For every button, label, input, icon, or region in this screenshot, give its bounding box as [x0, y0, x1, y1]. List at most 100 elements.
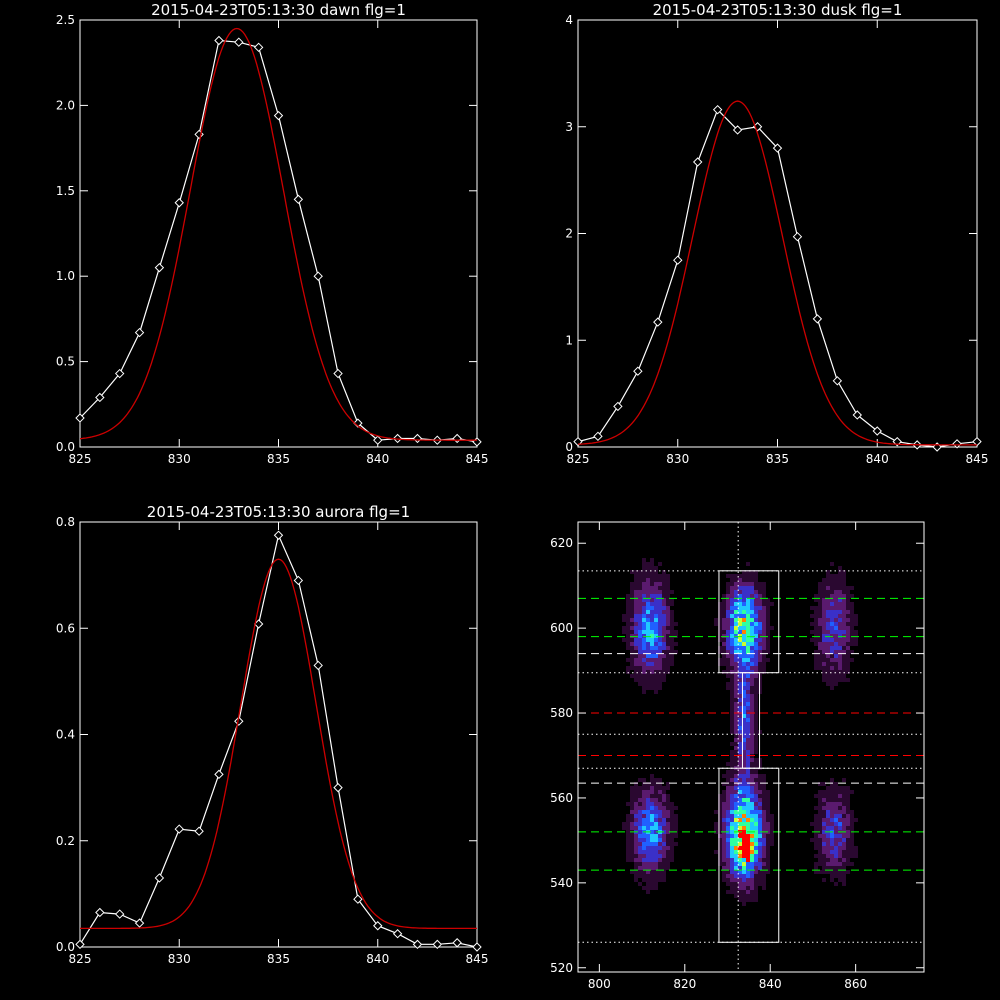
heatmap-cell [746, 626, 750, 630]
heatmap-cell [726, 874, 730, 878]
heatmap-cell [830, 802, 834, 806]
heatmap-cell [738, 850, 742, 854]
fit-curve [80, 558, 477, 930]
heatmap-cell [750, 774, 754, 778]
heatmap-cell [746, 602, 750, 606]
heatmap-cell [730, 742, 734, 746]
heatmap-cell [834, 874, 838, 878]
heatmap-cell [758, 798, 762, 802]
heatmap-cell [734, 678, 738, 682]
heatmap-cell [850, 638, 854, 642]
heatmap-cell [770, 834, 774, 838]
heatmap-cell [662, 846, 666, 850]
heatmap-cell [734, 710, 738, 714]
heatmap-cell [742, 674, 746, 678]
heatmap-cell [746, 750, 750, 754]
heatmap-cell [634, 654, 638, 658]
heatmap-cell [762, 662, 766, 666]
heatmap-cell [842, 834, 846, 838]
heatmap-cell [650, 862, 654, 866]
heatmap-cell [638, 822, 642, 826]
heatmap-cell [766, 602, 770, 606]
heatmap-cell [626, 838, 630, 842]
heatmap-cell [846, 790, 850, 794]
heatmap-cell [730, 638, 734, 642]
heatmap-cell [722, 794, 726, 798]
heatmap-cell [826, 574, 830, 578]
heatmap-cell [642, 634, 646, 638]
heatmap-cell [634, 806, 638, 810]
heatmap-cell [834, 846, 838, 850]
heatmap-cell [822, 870, 826, 874]
heatmap-cell [754, 658, 758, 662]
heatmap-cell [722, 606, 726, 610]
heatmap-cell [838, 574, 842, 578]
heatmap-cell [734, 774, 738, 778]
heatmap-cell [662, 854, 666, 858]
heatmap-cell [726, 790, 730, 794]
heatmap-cell [826, 810, 830, 814]
heatmap-cell [742, 718, 746, 722]
heatmap-cell [726, 862, 730, 866]
heatmap-cell [754, 838, 758, 842]
heatmap-cell [750, 718, 754, 722]
heatmap-cell [734, 854, 738, 858]
heatmap-cell [738, 814, 742, 818]
heatmap-cell [726, 762, 730, 766]
heatmap-cell [730, 770, 734, 774]
heatmap-cell [658, 598, 662, 602]
heatmap-cell [738, 606, 742, 610]
heatmap-cell [650, 782, 654, 786]
heatmap-cell [762, 818, 766, 822]
heatmap-cell [658, 618, 662, 622]
heatmap-cell [758, 862, 762, 866]
heatmap-cell [818, 870, 822, 874]
heatmap-cell [638, 674, 642, 678]
heatmap-cell [738, 786, 742, 790]
heatmap-cell [842, 630, 846, 634]
heatmap-cell [762, 866, 766, 870]
heatmap-cell [762, 794, 766, 798]
heatmap-cell [746, 562, 750, 566]
heatmap-cell [762, 842, 766, 846]
heatmap-cell [738, 674, 742, 678]
heatmap-cell [834, 638, 838, 642]
heatmap-cell [850, 614, 854, 618]
heatmap-cell [838, 610, 842, 614]
heatmap-cell [654, 782, 658, 786]
heatmap-cell [834, 606, 838, 610]
heatmap-cell [762, 586, 766, 590]
heatmap-cell [642, 678, 646, 682]
heatmap-cell [754, 618, 758, 622]
heatmap-cell [754, 590, 758, 594]
heatmap-cell [738, 870, 742, 874]
heatmap-cell [830, 838, 834, 842]
heatmap-cell [650, 798, 654, 802]
heatmap-cell [650, 650, 654, 654]
heatmap-cell [814, 854, 818, 858]
heatmap-cell [826, 870, 830, 874]
heatmap-cell [746, 698, 750, 702]
heatmap-cell [734, 626, 738, 630]
heatmap-cell [722, 790, 726, 794]
heatmap-cell [630, 834, 634, 838]
x-tick-label: 845 [966, 452, 989, 466]
data-point [593, 431, 603, 442]
heatmap-cell [646, 578, 650, 582]
heatmap-cell [766, 870, 770, 874]
heatmap-cell [734, 834, 738, 838]
heatmap-cell [650, 622, 654, 626]
heatmap-cell [738, 878, 742, 882]
heatmap-cell [754, 574, 758, 578]
heatmap-cell [826, 654, 830, 658]
heatmap-cell [734, 814, 738, 818]
heatmap-cell [746, 622, 750, 626]
heatmap-cell [642, 838, 646, 842]
heatmap-cell [734, 850, 738, 854]
heatmap-cell [642, 854, 646, 858]
heatmap-cell [642, 658, 646, 662]
heatmap-cell [734, 638, 738, 642]
heatmap-cell [754, 682, 758, 686]
y-tick-label: 0.4 [56, 728, 75, 742]
heatmap-cell [662, 642, 666, 646]
